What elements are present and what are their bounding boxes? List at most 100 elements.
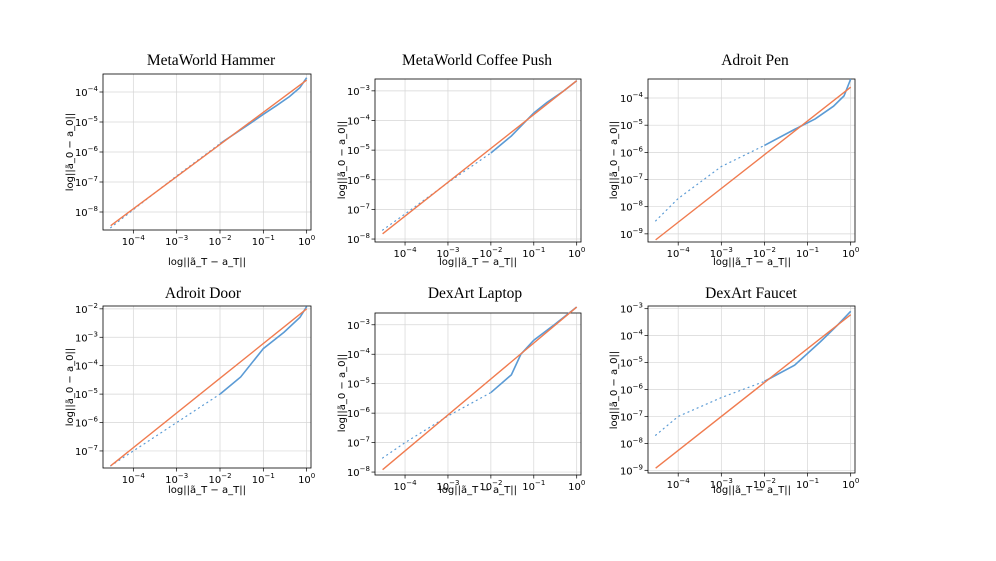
- y-axis-label: log||ã_0 − a_0||: [337, 121, 348, 199]
- x-tick-label: 10−2: [753, 246, 776, 260]
- x-axis-label: log||ã_T − a_T||: [439, 257, 517, 268]
- grid-lines: [648, 79, 855, 242]
- y-tick-label: 10−6: [620, 383, 644, 397]
- chart-title: MetaWorld Hammer: [147, 52, 276, 69]
- y-axis-label: log||ã_0 − a_0||: [65, 113, 76, 191]
- x-axis-label: log||ã_T − a_T||: [168, 485, 246, 496]
- y-tick-label: 10−5: [75, 115, 98, 129]
- grid-lines: [375, 79, 581, 242]
- fit-series-line: [110, 308, 308, 467]
- x-tick-label: 10−2: [208, 472, 231, 486]
- y-tick-label: 10−6: [347, 406, 371, 420]
- panel-adroit-door: Adroit Door log||ã_T − a_T|| log||ã_0 − …: [65, 285, 315, 496]
- grid-lines: [103, 74, 311, 230]
- y-axis-label: log||ã_0 − a_0||: [609, 351, 620, 429]
- x-tick-label: 10−1: [796, 246, 819, 260]
- measured-series-dotted: [655, 380, 766, 436]
- y-tick-label: 10−5: [347, 143, 370, 157]
- y-tick-label: 10−3: [347, 318, 370, 332]
- x-tick-label: 10−4: [122, 472, 146, 486]
- y-tick-label: 10−8: [347, 465, 370, 479]
- x-tick-label: 10−2: [479, 479, 502, 493]
- x-tick-label: 100: [298, 472, 315, 486]
- y-tick-label: 10−4: [347, 347, 371, 361]
- x-axis-label: log||ã_T − a_T||: [713, 257, 791, 268]
- x-tick-label: 100: [568, 246, 585, 260]
- x-tick-label: 100: [842, 477, 859, 491]
- y-tick-label: 10−9: [620, 463, 643, 477]
- fit-series-line: [382, 306, 578, 471]
- y-tick-label: 10−5: [75, 387, 98, 401]
- y-tick-label: 10−4: [75, 359, 99, 373]
- y-tick-label: 10−9: [620, 227, 643, 241]
- measured-series-line: [219, 306, 308, 395]
- x-tick-label: 100: [568, 479, 585, 493]
- measured-series-dotted: [655, 144, 766, 222]
- y-tick-label: 10−7: [75, 175, 98, 189]
- measured-series-line: [764, 310, 852, 383]
- x-tick-label: 10−1: [252, 234, 275, 248]
- plot-frame: [647, 305, 856, 474]
- panel-dexart-laptop: DexArt Laptop log||ã_T − a_T|| log||ã_0 …: [337, 285, 585, 496]
- plot-frame: [102, 73, 312, 231]
- fit-series-line: [382, 80, 578, 235]
- panel-metaworld-coffee-push: MetaWorld Coffee Push log||ã_T − a_T|| l…: [337, 52, 585, 268]
- chart-title: MetaWorld Coffee Push: [402, 52, 552, 69]
- y-tick-label: 10−6: [75, 145, 99, 159]
- y-tick-label: 10−8: [347, 232, 370, 246]
- y-tick-label: 10−7: [620, 173, 643, 187]
- x-tick-label: 10−2: [753, 477, 776, 491]
- x-tick-label: 10−3: [165, 472, 188, 486]
- x-tick-label: 10−3: [436, 246, 459, 260]
- y-axis-label: log||ã_0 − a_0||: [65, 348, 76, 426]
- fit-series-line: [110, 79, 308, 227]
- fit-series-line: [655, 314, 852, 469]
- y-tick-label: 10−7: [75, 444, 98, 458]
- chart-title: Adroit Door: [165, 285, 242, 302]
- y-tick-label: 10−8: [75, 205, 98, 219]
- x-tick-label: 10−3: [710, 246, 733, 260]
- y-tick-label: 10−3: [347, 84, 370, 98]
- chart-title: DexArt Faucet: [705, 285, 797, 302]
- y-tick-label: 10−6: [347, 173, 371, 187]
- panel-adroit-pen: Adroit Pen log||ã_T − a_T|| log||ã_0 − a…: [609, 52, 859, 268]
- y-tick-label: 10−6: [75, 416, 99, 430]
- y-tick-label: 10−4: [347, 113, 371, 127]
- x-axis-label: log||ã_T − a_T||: [439, 485, 517, 496]
- panel-dexart-faucet: DexArt Faucet log||ã_T − a_T|| log||ã_0 …: [609, 285, 859, 496]
- chart-title: Adroit Pen: [721, 52, 789, 69]
- fit-series-line: [655, 86, 852, 241]
- y-tick-label: 10−5: [347, 377, 370, 391]
- x-tick-label: 100: [842, 246, 859, 260]
- y-axis-label: log||ã_0 − a_0||: [609, 121, 620, 199]
- x-tick-label: 10−1: [796, 477, 819, 491]
- grid-lines: [648, 306, 855, 473]
- y-tick-label: 10−8: [620, 200, 643, 214]
- measured-series-line: [219, 77, 308, 145]
- grid-lines: [103, 306, 311, 468]
- plot-frame: [647, 78, 856, 243]
- x-axis-label: log||ã_T − a_T||: [168, 257, 246, 268]
- y-tick-label: 10−7: [620, 409, 643, 423]
- y-tick-label: 10−5: [620, 356, 643, 370]
- y-tick-label: 10−4: [620, 329, 644, 343]
- plot-frame: [102, 305, 312, 469]
- panel-metaworld-hammer: MetaWorld Hammer log||ã_T − a_T|| log||ã…: [65, 52, 315, 268]
- x-tick-label: 100: [298, 234, 315, 248]
- plot-frame: [374, 312, 582, 476]
- y-tick-label: 10−3: [620, 302, 643, 316]
- y-tick-label: 10−4: [620, 91, 644, 105]
- measured-series-line: [764, 78, 852, 147]
- x-tick-label: 10−4: [394, 246, 418, 260]
- y-tick-label: 10−2: [75, 302, 98, 316]
- x-tick-label: 10−4: [122, 234, 146, 248]
- x-tick-label: 10−4: [667, 477, 691, 491]
- x-tick-label: 10−2: [479, 246, 502, 260]
- x-tick-label: 10−1: [522, 479, 545, 493]
- y-tick-label: 10−7: [347, 202, 370, 216]
- y-tick-label: 10−5: [620, 118, 643, 132]
- y-tick-label: 10−7: [347, 436, 370, 450]
- x-axis-label: log||ã_T − a_T||: [713, 485, 791, 496]
- x-tick-label: 10−3: [710, 477, 733, 491]
